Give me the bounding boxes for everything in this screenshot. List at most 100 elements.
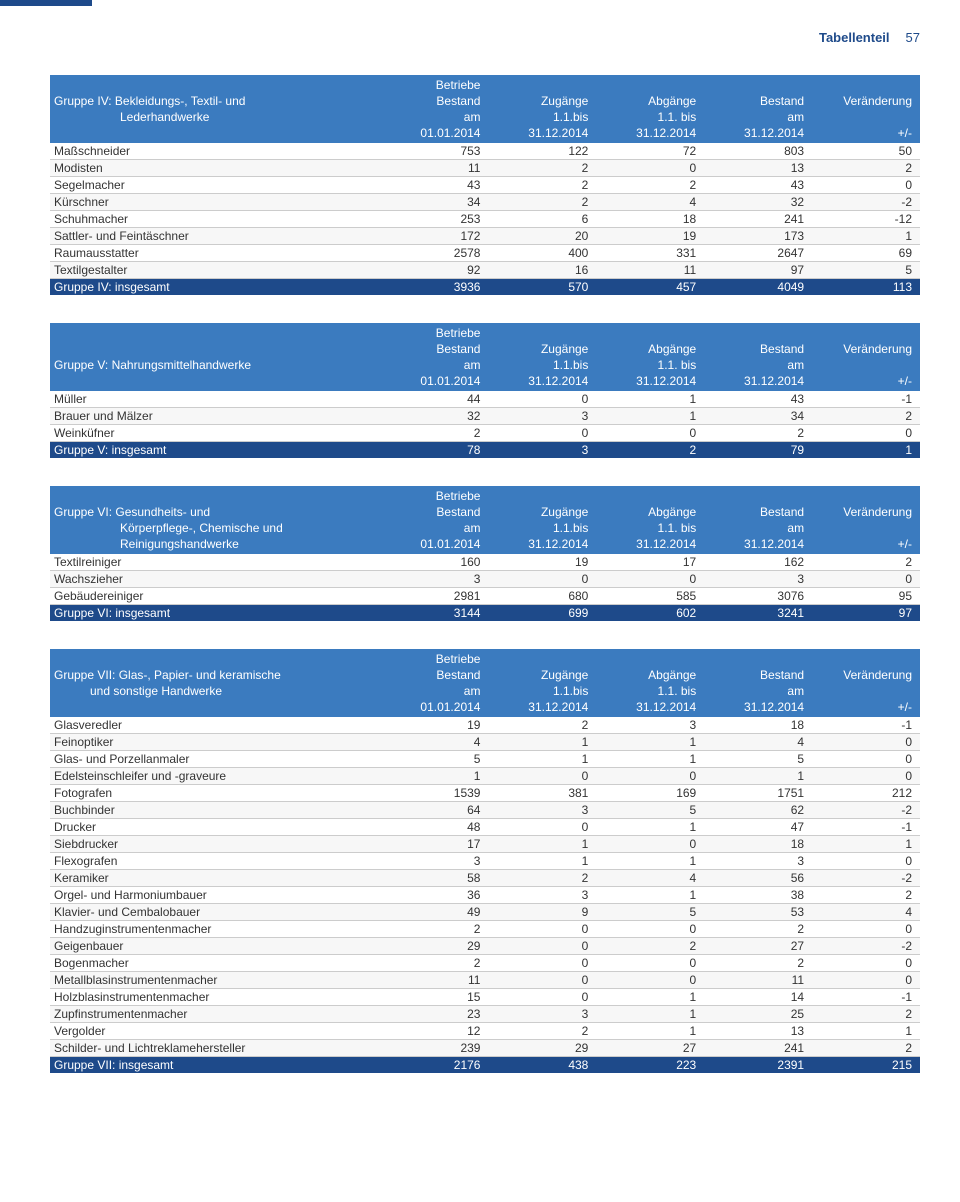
total-value: 699 — [488, 605, 596, 622]
cell-value: 14 — [704, 989, 812, 1006]
cell-value: 0 — [812, 972, 920, 989]
group-title-line: Körperpflege-, Chemische und — [50, 520, 381, 536]
row-label: Glasveredler — [50, 717, 381, 734]
cell-value: 95 — [812, 588, 920, 605]
row-label: Kürschner — [50, 194, 381, 211]
cell-value: 4 — [704, 734, 812, 751]
table-row: Segelmacher4322430 — [50, 177, 920, 194]
table-row: Maßschneider7531227280350 — [50, 143, 920, 160]
row-label: Siebdrucker — [50, 836, 381, 853]
cell-value: 3 — [704, 571, 812, 588]
table-row: Wachszieher30030 — [50, 571, 920, 588]
cell-value: 241 — [704, 1040, 812, 1057]
cell-value: 16 — [488, 262, 596, 279]
cell-value: 13 — [704, 1023, 812, 1040]
cell-value: 0 — [596, 425, 704, 442]
cell-value: -2 — [812, 938, 920, 955]
cell-value: 3076 — [704, 588, 812, 605]
cell-value: 1 — [596, 1006, 704, 1023]
total-row: Gruppe VI: insgesamt3144699602324197 — [50, 605, 920, 622]
row-label: Handzuginstrumentenmacher — [50, 921, 381, 938]
cell-value: 58 — [381, 870, 489, 887]
cell-value: 18 — [704, 836, 812, 853]
cell-value: 172 — [381, 228, 489, 245]
cell-value: 1 — [596, 751, 704, 768]
cell-value: 0 — [596, 836, 704, 853]
total-value: 2176 — [381, 1057, 489, 1074]
table-row: Edelsteinschleifer und -graveure10010 — [50, 768, 920, 785]
table-row: Bogenmacher20020 — [50, 955, 920, 972]
cell-value: 162 — [704, 554, 812, 571]
cell-value: 2 — [488, 717, 596, 734]
cell-value: 241 — [704, 211, 812, 228]
cell-value: -2 — [812, 194, 920, 211]
row-label: Gebäudereiniger — [50, 588, 381, 605]
cell-value: 12 — [381, 1023, 489, 1040]
row-label: Modisten — [50, 160, 381, 177]
table-row: Vergolder1221131 — [50, 1023, 920, 1040]
row-label: Brauer und Mälzer — [50, 408, 381, 425]
row-label: Geigenbauer — [50, 938, 381, 955]
row-label: Holzblasinstrumentenmacher — [50, 989, 381, 1006]
cell-value: 29 — [381, 938, 489, 955]
cell-value: 5 — [704, 751, 812, 768]
total-value: 2391 — [704, 1057, 812, 1074]
cell-value: 1 — [381, 768, 489, 785]
total-label: Gruppe IV: insgesamt — [50, 279, 381, 296]
cell-value: 0 — [812, 177, 920, 194]
cell-value: 56 — [704, 870, 812, 887]
table-row: Müller440143-1 — [50, 391, 920, 408]
row-label: Keramiker — [50, 870, 381, 887]
row-label: Bogenmacher — [50, 955, 381, 972]
row-label: Drucker — [50, 819, 381, 836]
cell-value: 2 — [488, 194, 596, 211]
cell-value: 331 — [596, 245, 704, 262]
cell-value: 5 — [596, 802, 704, 819]
table-row: Sattler- und Feintäschner17220191731 — [50, 228, 920, 245]
cell-value: 5 — [812, 262, 920, 279]
cell-value: 0 — [596, 972, 704, 989]
cell-value: 1 — [812, 228, 920, 245]
cell-value: 15 — [381, 989, 489, 1006]
cell-value: 160 — [381, 554, 489, 571]
group-title-line: Lederhandwerke — [50, 109, 381, 125]
cell-value: 2 — [812, 887, 920, 904]
cell-value: 0 — [812, 425, 920, 442]
cell-value: 43 — [704, 391, 812, 408]
cell-value: 97 — [704, 262, 812, 279]
cell-value: 0 — [488, 768, 596, 785]
data-table: BetriebeGruppe VII: Glas-, Papier- und k… — [50, 649, 920, 1073]
cell-value: 1 — [596, 408, 704, 425]
cell-value: 69 — [812, 245, 920, 262]
cell-value: 4 — [381, 734, 489, 751]
cell-value: 2 — [381, 955, 489, 972]
group-title-line: Reinigungshandwerke — [50, 536, 381, 554]
cell-value: 803 — [704, 143, 812, 160]
cell-value: 3 — [488, 802, 596, 819]
cell-value: 0 — [596, 571, 704, 588]
cell-value: 1 — [596, 989, 704, 1006]
cell-value: 680 — [488, 588, 596, 605]
cell-value: 27 — [596, 1040, 704, 1057]
cell-value: -2 — [812, 870, 920, 887]
table-row: Textilreiniger16019171622 — [50, 554, 920, 571]
cell-value: 2578 — [381, 245, 489, 262]
cell-value: 0 — [488, 938, 596, 955]
cell-value: 27 — [704, 938, 812, 955]
row-label: Müller — [50, 391, 381, 408]
cell-value: 25 — [704, 1006, 812, 1023]
cell-value: 49 — [381, 904, 489, 921]
cell-value: -1 — [812, 391, 920, 408]
cell-value: 0 — [596, 768, 704, 785]
cell-value: 47 — [704, 819, 812, 836]
data-table: BetriebeBestandZugängeAbgängeBestandVerä… — [50, 323, 920, 458]
cell-value: 4 — [812, 904, 920, 921]
page-header: Tabellenteil 57 — [50, 30, 920, 45]
row-label: Flexografen — [50, 853, 381, 870]
row-label: Metallblasinstrumentenmacher — [50, 972, 381, 989]
cell-value: 19 — [488, 554, 596, 571]
total-value: 4049 — [704, 279, 812, 296]
row-label: Buchbinder — [50, 802, 381, 819]
cell-value: 48 — [381, 819, 489, 836]
cell-value: 2 — [488, 160, 596, 177]
